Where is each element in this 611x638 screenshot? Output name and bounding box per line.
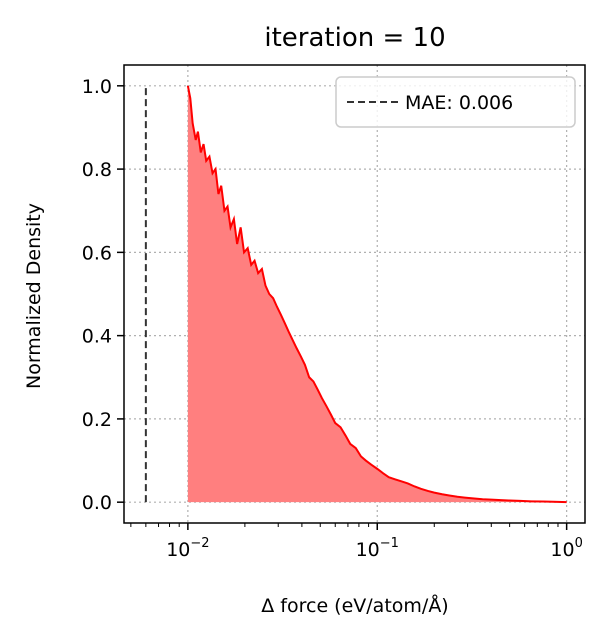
y-tick-label: 0.0 bbox=[82, 492, 112, 514]
x-tick-label: 10−1 bbox=[356, 536, 399, 561]
chart-title: iteration = 10 bbox=[264, 23, 445, 53]
plot-border bbox=[123, 64, 586, 524]
x-tick-label: 10−2 bbox=[166, 536, 209, 561]
legend-box bbox=[335, 76, 576, 128]
y-tick-label: 0.6 bbox=[82, 242, 112, 264]
legend-mae-label: MAE: 0.006 bbox=[405, 92, 513, 114]
plot-frame bbox=[123, 64, 586, 524]
x-axis-label: Δ force (eV/atom/Å) bbox=[261, 594, 448, 617]
y-tick-label: 0.8 bbox=[82, 159, 112, 181]
y-tick-label: 0.4 bbox=[82, 326, 112, 348]
x-axis-ticks: 10−2 10−1 100 bbox=[130, 523, 583, 561]
x-tick-label: 100 bbox=[550, 536, 582, 561]
y-axis-label: Normalized Density bbox=[23, 203, 45, 389]
density-line bbox=[186, 85, 567, 504]
density-area bbox=[187, 85, 567, 503]
legend: MAE: 0.006 bbox=[335, 76, 576, 128]
y-axis-ticks: 0.0 0.2 0.4 0.6 0.8 1.0 bbox=[82, 76, 124, 514]
y-tick-label: 1.0 bbox=[82, 76, 112, 98]
y-tick-label: 0.2 bbox=[82, 409, 112, 431]
